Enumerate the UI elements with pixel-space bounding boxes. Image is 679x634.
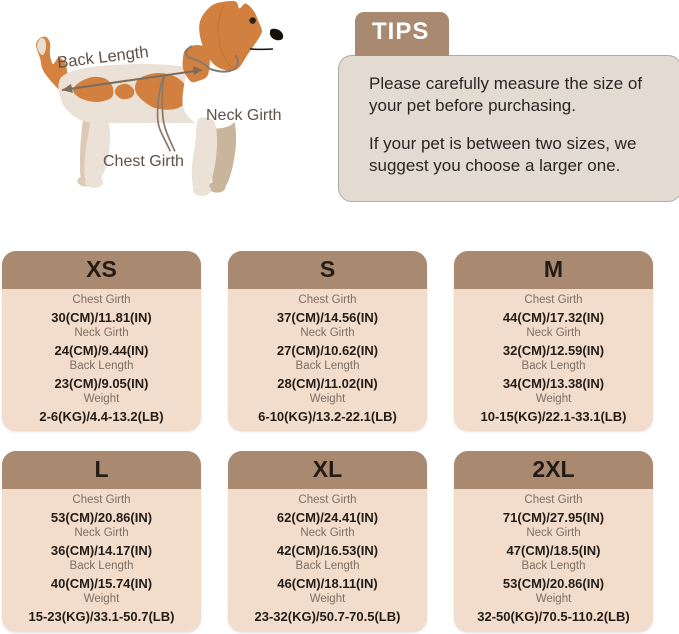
svg-text:Chest Girth: Chest Girth xyxy=(103,153,184,170)
svg-text:Neck Girth: Neck Girth xyxy=(206,107,282,124)
